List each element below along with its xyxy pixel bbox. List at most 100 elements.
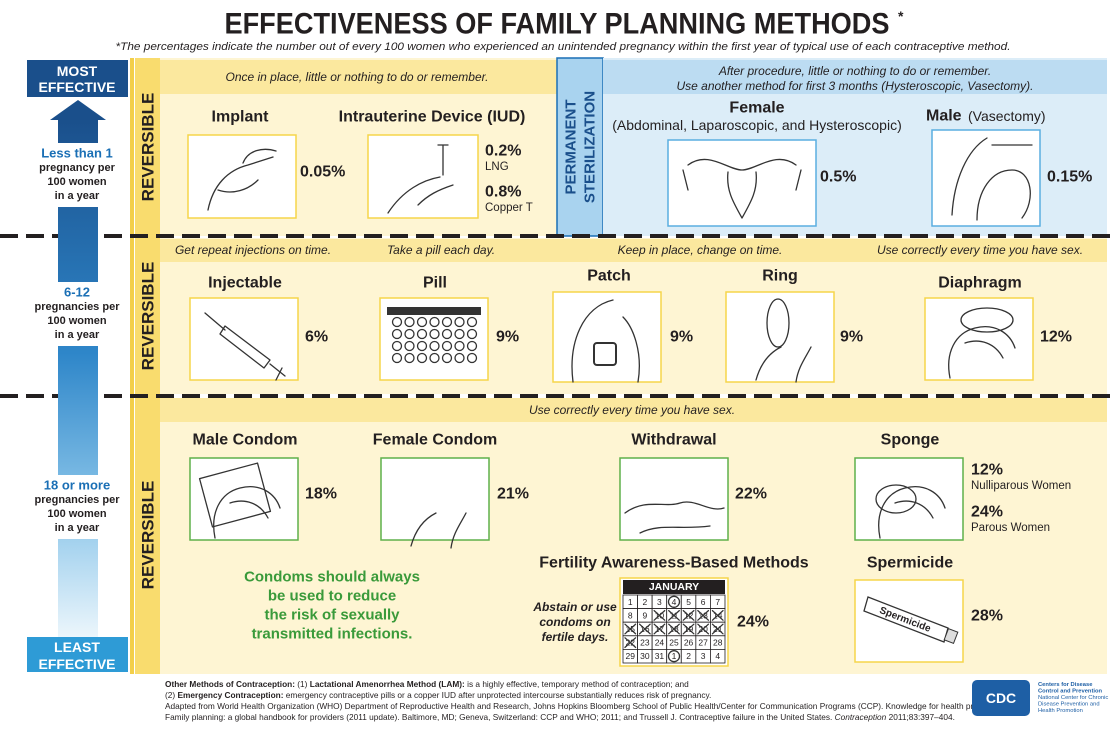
band-label: STERILIZATION <box>582 91 599 203</box>
footnote-part: Contraception <box>835 712 887 722</box>
effectiveness-rate: 24% <box>971 504 1003 521</box>
subtitle: *The percentages indicate the number out… <box>116 41 1011 53</box>
calendar-day: 9 <box>642 610 647 620</box>
calendar-cross <box>653 609 666 621</box>
tier-rate: Less than 1 <box>41 146 113 161</box>
method-note: fertile days. <box>542 630 609 644</box>
tier-rate: 18 or more <box>44 478 110 493</box>
illustration-box <box>931 129 1041 227</box>
footnote: Family planning: a global handbook for p… <box>165 712 955 722</box>
calendar-day: 8 <box>628 610 633 620</box>
logo-box <box>972 680 1030 716</box>
logo-text: Control and Prevention <box>1038 689 1103 695</box>
logo-text: National Center for Chronic <box>1038 695 1108 701</box>
pill-dot <box>416 328 428 340</box>
least-effective: EFFECTIVE <box>38 656 115 672</box>
rate-note: LNG <box>485 161 509 173</box>
illustration <box>207 148 277 211</box>
pill-dot <box>429 316 440 328</box>
sponge-shape <box>875 484 917 514</box>
pill-dot <box>454 352 465 364</box>
method-name: Injectable <box>208 275 282 292</box>
method-name: Male <box>926 108 962 125</box>
title: EFFECTIVENESS OF FAMILY PLANNING METHODS <box>225 8 890 41</box>
footnote-part: Other Methods of Contraception: <box>165 679 295 689</box>
effectiveness-rate: 12% <box>971 462 1003 479</box>
effectiveness-rate: 24% <box>737 614 769 631</box>
effectiveness-rate: 12% <box>1040 329 1072 346</box>
calendar-cross <box>638 623 651 635</box>
effectiveness-rate: 28% <box>971 608 1003 625</box>
tier-text: in a year <box>55 190 100 202</box>
tier-text: in a year <box>55 329 100 341</box>
tier-text: 100 women <box>47 508 107 520</box>
calendar-day: 4 <box>672 597 677 607</box>
rate-note: Nulliparous Women <box>971 480 1071 492</box>
pill-dot <box>416 352 428 364</box>
instruction: Use correctly every time you have sex. <box>529 403 735 417</box>
tier-text: 100 women <box>47 176 107 188</box>
calendar-cross <box>697 623 710 635</box>
method-name: Diaphragm <box>938 275 1022 292</box>
pill-dot <box>404 328 415 340</box>
rate-note: Parous Women <box>971 522 1050 534</box>
logo-text: Disease Prevention and <box>1038 702 1100 708</box>
illustration <box>878 486 946 539</box>
pill-dot <box>416 340 428 352</box>
calendar-cross <box>624 623 637 635</box>
illustration-box <box>854 457 964 541</box>
instruction: Keep in place, change on time. <box>618 243 783 257</box>
logo-text: Health Promotion <box>1038 708 1083 714</box>
calendar-cell <box>710 649 726 664</box>
calendar-day: 3 <box>701 651 706 661</box>
effectiveness-rate: 0.2% <box>485 143 521 160</box>
illustration <box>682 158 802 219</box>
logo-text: Centers for Disease <box>1038 682 1093 688</box>
pill-dot <box>391 340 403 352</box>
calendar-day: 1 <box>628 597 633 607</box>
left-edge <box>130 58 134 674</box>
effectiveness-rate: 9% <box>840 329 863 346</box>
footnote: Adapted from World Health Organization (… <box>165 701 993 711</box>
pill-dot <box>441 340 453 352</box>
condom-message: transmitted infections. <box>252 626 413 643</box>
pill-dot <box>441 352 453 364</box>
pill-dot <box>404 340 415 352</box>
ring-shape <box>766 298 790 348</box>
illustration <box>204 312 286 381</box>
illustration-box <box>667 139 817 227</box>
patch-square <box>593 342 617 366</box>
pill-dot <box>429 340 440 352</box>
band-label: REVERSIBLE <box>139 93 158 202</box>
illustration-box <box>187 134 297 219</box>
calendar-cross <box>668 623 680 635</box>
effectiveness-rate: 6% <box>305 329 328 346</box>
calendar-day: 3 <box>657 597 662 607</box>
method-note: condoms on <box>539 615 610 629</box>
illustration-box <box>367 134 479 219</box>
footnote-part: (1) <box>295 679 310 689</box>
calendar-header <box>623 580 725 594</box>
effectiveness-rate: 0.05% <box>300 164 345 181</box>
scale-text-bg <box>24 143 130 207</box>
method-name: Spermicide <box>867 555 953 572</box>
footnote: (2) Emergency Contraception: emergency c… <box>165 690 711 700</box>
footnote-part: 2011;83:397–404. <box>886 712 955 722</box>
band-label: REVERSIBLE <box>139 481 158 590</box>
calendar-cross <box>668 609 680 621</box>
calendar-day: 1 <box>672 651 677 661</box>
most-effective: EFFECTIVE <box>38 79 115 95</box>
method-name: Female Condom <box>373 432 497 449</box>
band-label: REVERSIBLE <box>139 262 158 371</box>
instruction: Once in place, little or nothing to do o… <box>225 70 488 84</box>
most-effective: MOST <box>57 63 98 79</box>
pill-dot <box>404 316 415 328</box>
effectiveness-rate: 0.5% <box>820 169 856 186</box>
tier1-header <box>160 60 557 94</box>
effectiveness-rate: 21% <box>497 486 529 503</box>
least-box <box>27 637 128 672</box>
calendar-cross <box>653 623 666 635</box>
method-name: Female <box>729 100 784 117</box>
calendar-day: 2 <box>642 597 647 607</box>
tube-cap <box>943 627 959 645</box>
